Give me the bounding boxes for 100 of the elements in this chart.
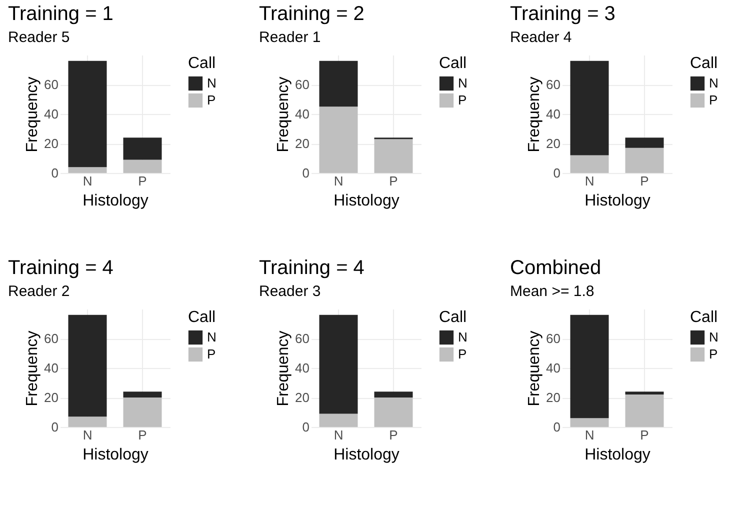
y-tick-label: 40 xyxy=(44,106,58,122)
y-tick-label: 0 xyxy=(302,420,310,434)
x-tick-label: N xyxy=(82,174,92,188)
bar xyxy=(123,392,162,398)
y-tick-label: 60 xyxy=(295,331,310,346)
y-tick-label: 40 xyxy=(546,106,560,122)
legend-label: N xyxy=(207,76,216,90)
bar xyxy=(374,139,413,173)
x-axis-title: Histology xyxy=(82,446,148,464)
y-tick-label: 40 xyxy=(546,360,560,376)
legend-label: N xyxy=(709,76,718,90)
legend-title: Call xyxy=(188,55,216,72)
x-axis-title: Histology xyxy=(584,446,650,464)
y-tick-label: 60 xyxy=(546,331,560,346)
y-tick-label: 60 xyxy=(44,77,58,92)
x-tick-label: N xyxy=(334,174,344,188)
y-tick-label: 0 xyxy=(553,420,560,434)
y-tick-label: 20 xyxy=(295,136,310,151)
y-tick-label: 60 xyxy=(295,77,310,92)
bar xyxy=(625,148,664,173)
x-tick-label: N xyxy=(334,428,344,442)
legend-label: P xyxy=(709,92,718,108)
x-tick-label: N xyxy=(82,428,92,442)
x-tick-label: N xyxy=(584,174,594,188)
legend-title: Call xyxy=(188,309,216,326)
bar xyxy=(319,314,358,414)
x-tick-label: P xyxy=(138,174,147,188)
legend-label: P xyxy=(207,92,216,108)
bar xyxy=(123,160,162,173)
legend-title: Call xyxy=(690,55,718,72)
y-tick-label: 20 xyxy=(44,136,58,151)
x-tick-label: P xyxy=(640,428,649,442)
chart-subtitle: Reader 5 xyxy=(8,29,70,46)
y-tick-label: 60 xyxy=(44,331,58,346)
chart-title: Training = 4 xyxy=(259,257,364,279)
bar xyxy=(68,167,107,173)
chart-title: Training = 4 xyxy=(8,257,114,279)
chart-title: Training = 2 xyxy=(259,3,364,25)
x-tick-label: P xyxy=(640,174,649,188)
y-tick-label: 0 xyxy=(51,420,58,434)
legend-label: P xyxy=(207,346,216,362)
bar xyxy=(625,392,664,395)
y-tick-label: 20 xyxy=(546,390,560,405)
legend-title: Call xyxy=(690,309,718,326)
x-axis-title: Histology xyxy=(82,192,148,210)
bar xyxy=(123,398,162,427)
chart-subtitle: Reader 4 xyxy=(510,29,572,46)
chart-subtitle: Reader 1 xyxy=(259,29,321,46)
y-axis-title: Frequency xyxy=(275,330,292,406)
y-axis-title: Frequency xyxy=(526,76,544,152)
y-tick-label: 60 xyxy=(546,77,560,92)
x-axis-title: Histology xyxy=(334,446,400,464)
x-tick-label: P xyxy=(138,428,147,442)
chart-title: Training = 1 xyxy=(8,3,114,25)
y-axis-title: Frequency xyxy=(24,330,42,406)
bar xyxy=(625,394,664,427)
legend-label: P xyxy=(458,92,467,108)
legend-label: N xyxy=(207,330,216,344)
bar xyxy=(319,414,358,427)
bar xyxy=(374,392,413,398)
y-tick-label: 20 xyxy=(295,390,310,405)
bar xyxy=(625,138,664,148)
bar xyxy=(123,138,162,160)
y-tick-label: 20 xyxy=(44,390,58,405)
y-tick-label: 20 xyxy=(546,136,560,151)
legend-title: Call xyxy=(439,309,467,326)
y-tick-label: 40 xyxy=(44,360,58,376)
chart-subtitle: Reader 3 xyxy=(259,283,321,300)
x-tick-label: P xyxy=(389,428,398,442)
y-tick-label: 40 xyxy=(295,106,310,122)
y-axis-title: Frequency xyxy=(24,76,42,152)
bar xyxy=(319,60,358,107)
legend-label: P xyxy=(709,346,718,362)
legend-label: N xyxy=(458,76,468,90)
y-tick-label: 40 xyxy=(295,360,310,376)
chart-subtitle: Reader 2 xyxy=(8,283,70,300)
bar xyxy=(570,418,609,427)
x-tick-label: N xyxy=(584,428,594,442)
bar xyxy=(68,416,107,427)
chart-title: Combined xyxy=(510,257,602,279)
y-tick-label: 0 xyxy=(302,166,310,180)
x-axis-title: Histology xyxy=(584,192,650,210)
y-tick-label: 0 xyxy=(553,166,560,180)
bar xyxy=(319,106,358,173)
bar xyxy=(68,314,107,417)
bar xyxy=(374,398,413,427)
y-tick-label: 0 xyxy=(51,166,58,180)
chart-title: Training = 3 xyxy=(510,3,616,25)
legend-label: N xyxy=(709,330,718,344)
bar xyxy=(68,60,107,168)
legend-label: P xyxy=(458,346,467,362)
x-tick-label: P xyxy=(389,174,398,188)
legend-title: Call xyxy=(439,55,467,72)
chart-subtitle: Mean >= 1.8 xyxy=(510,283,594,300)
x-axis-title: Histology xyxy=(334,192,400,210)
bar xyxy=(570,60,609,156)
bar xyxy=(570,155,609,173)
legend-label: N xyxy=(458,330,468,344)
y-axis-title: Frequency xyxy=(526,330,544,406)
bar xyxy=(570,314,609,418)
